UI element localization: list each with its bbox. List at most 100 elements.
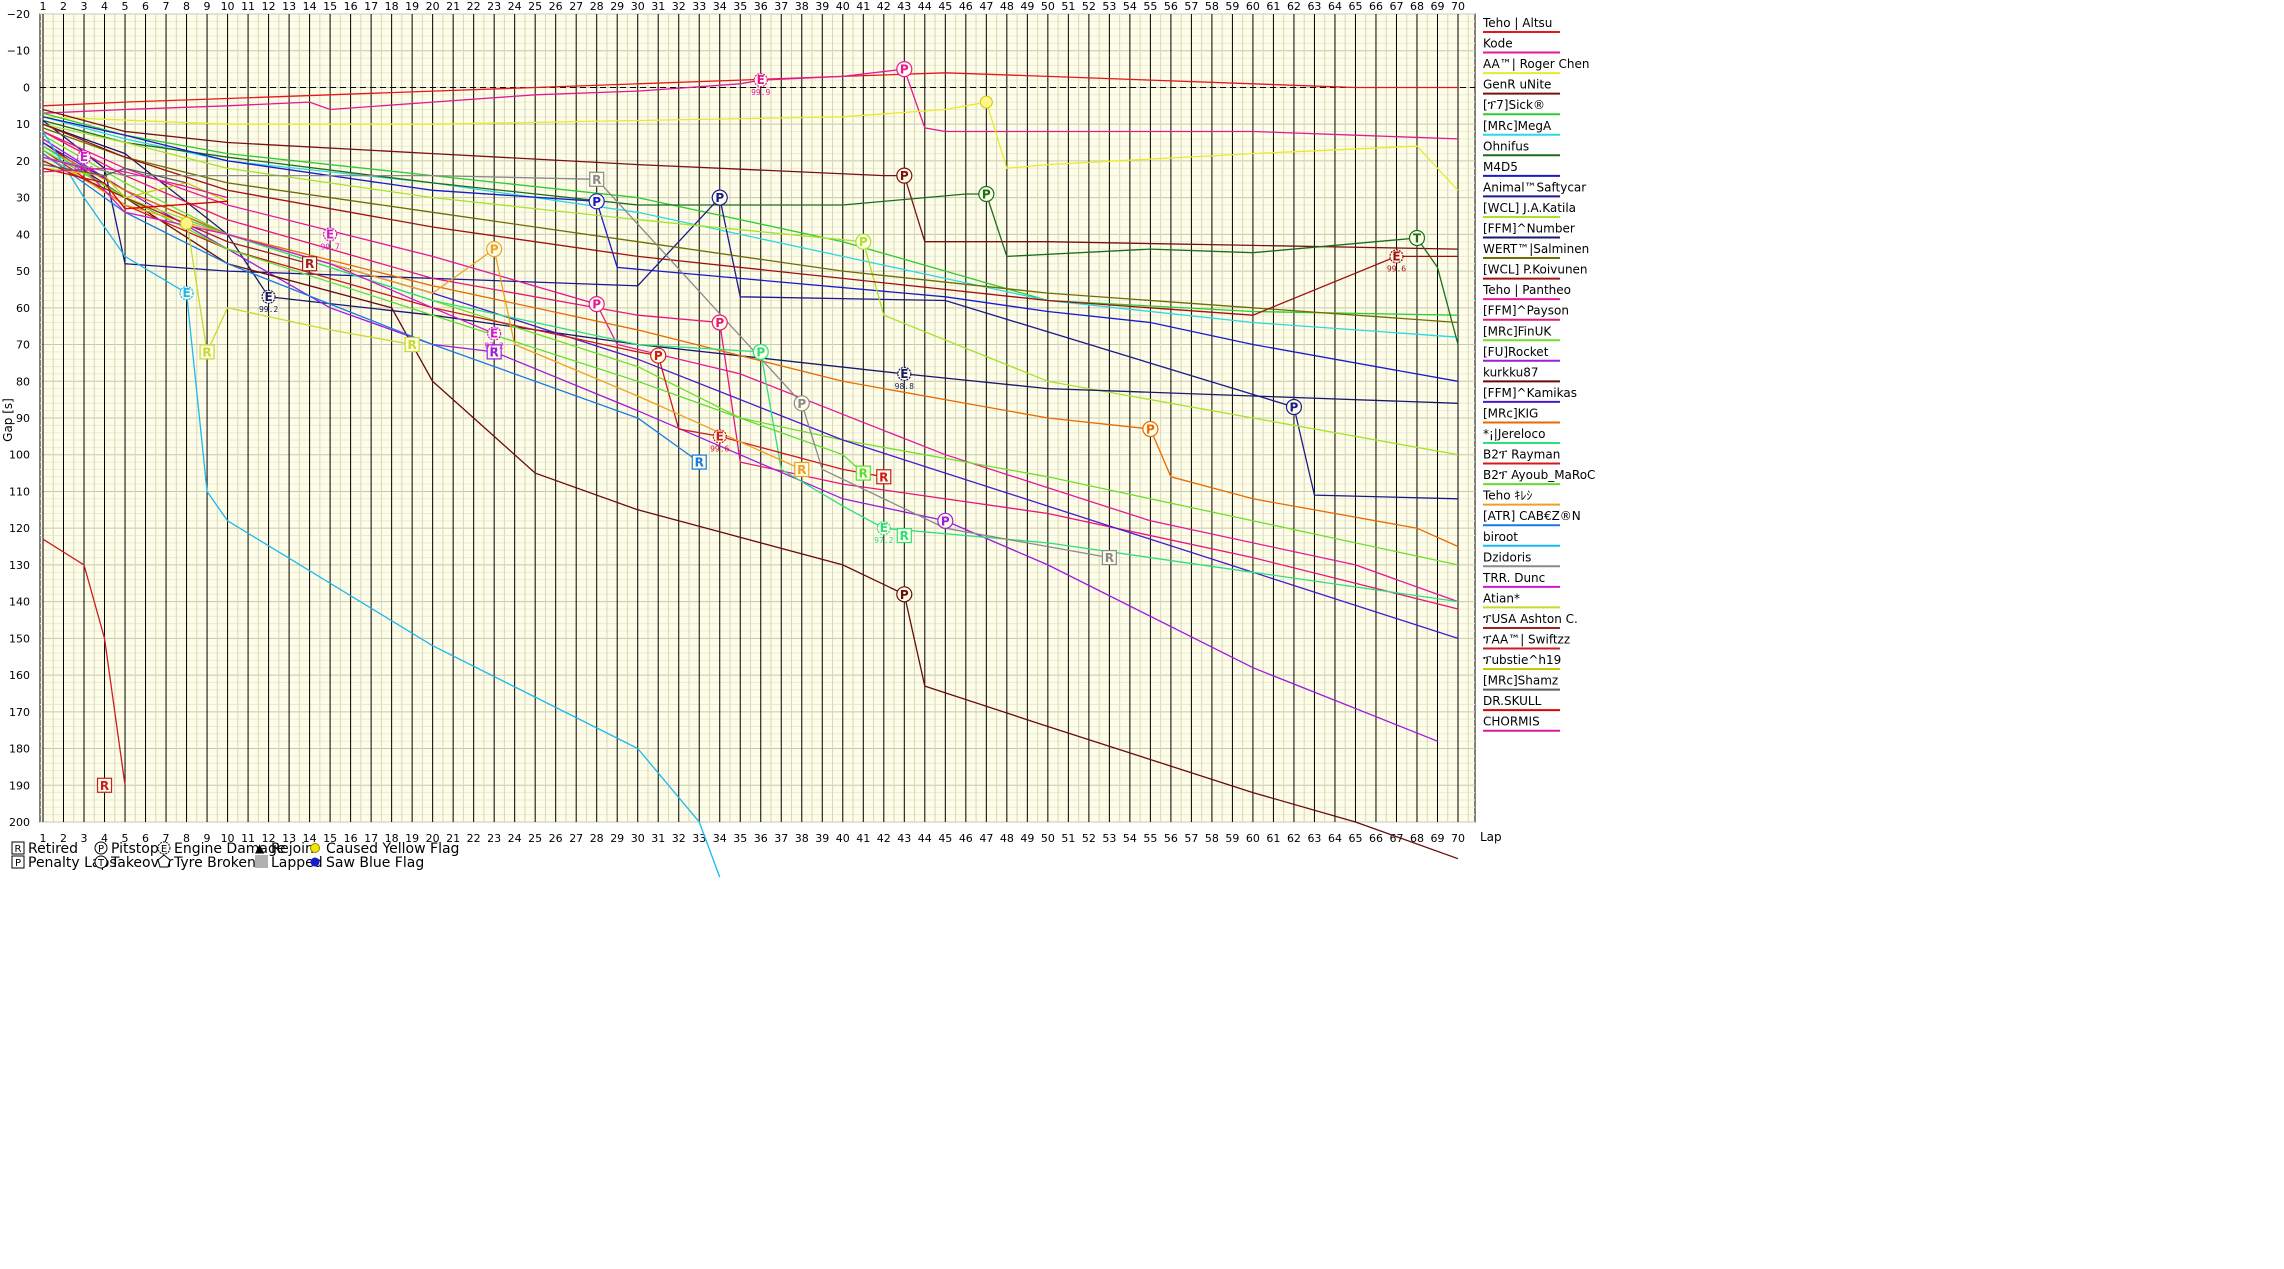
- x-tick-label: 24: [508, 832, 522, 845]
- x-tick-label: 65: [1348, 832, 1362, 845]
- key-symbol: P: [98, 844, 104, 855]
- legend-entry: Teho | Pantheo: [1482, 283, 1571, 297]
- pitstop-marker: [486, 240, 503, 258]
- x-tick-label: 47: [979, 832, 993, 845]
- series-line: [42, 119, 1459, 345]
- x-tick-label: 30: [631, 0, 645, 13]
- legend-entry: [ATR] CAB€Z®N: [1483, 509, 1581, 523]
- legend-entry: GenR uNite: [1483, 78, 1551, 92]
- x-tick-label: 10: [221, 832, 235, 845]
- pitstop-marker: [1142, 420, 1159, 438]
- x-tick-label: 66: [1369, 832, 1383, 845]
- series-line: [42, 141, 1459, 860]
- x-tick-label: 24: [508, 0, 522, 13]
- x-tick-label: 4: [101, 0, 108, 13]
- x-tick-label: 49: [1020, 0, 1034, 13]
- engine-damage-value: 99.9: [751, 88, 770, 97]
- x-tick-label: 2: [60, 0, 67, 13]
- series-line: [42, 101, 1459, 191]
- series-line: [42, 153, 700, 463]
- marker-label: E: [757, 73, 765, 87]
- x-tick-label: 5: [122, 832, 129, 845]
- engine-damage-value: 99.2: [259, 305, 278, 314]
- marker-label: P: [592, 195, 601, 209]
- marker-label: P: [1146, 423, 1155, 437]
- x-tick-label: 15: [323, 0, 337, 13]
- retired-marker-label: R: [408, 338, 417, 352]
- pitstop-marker: [978, 185, 995, 203]
- marker-label: P: [654, 349, 663, 363]
- retired-marker: [896, 527, 912, 544]
- legend-entry: [ፕ7]Sick®: [1483, 98, 1545, 112]
- y-tick-label: 10: [16, 118, 30, 131]
- x-tick-label: 23: [487, 0, 501, 13]
- legend-entry: B2ፕ Rayman: [1483, 448, 1560, 462]
- x-tick-label: 36: [754, 0, 768, 13]
- x-tick-label: 43: [897, 0, 911, 13]
- x-tick-label: 16: [344, 0, 358, 13]
- x-tick-label: 5: [122, 0, 129, 13]
- marker-label: P: [859, 235, 868, 249]
- retired-marker: [691, 454, 707, 470]
- retired-marker: [486, 344, 502, 360]
- yellow-flag-marker: [180, 216, 194, 230]
- series-line: [42, 116, 1459, 338]
- engine-damage-value: 99.7: [320, 242, 339, 251]
- x-tick-label: 56: [1164, 0, 1178, 13]
- x-tick-label: 4: [101, 832, 108, 845]
- x-tick-label: 27: [569, 0, 583, 13]
- x-tick-label: 22: [467, 0, 481, 13]
- marker-label: E: [716, 429, 724, 443]
- x-tick-label: 69: [1430, 0, 1444, 13]
- x-tick-label: 1: [40, 0, 47, 13]
- yellow-flag-marker: [979, 95, 993, 109]
- x-tick-label: 8: [183, 832, 190, 845]
- y-tick-label: 170: [9, 706, 30, 719]
- marker-label: P: [756, 345, 765, 359]
- marker-label: E: [80, 150, 88, 164]
- key-circle-icon: [94, 841, 108, 855]
- retired-marker: [199, 344, 215, 360]
- x-tick-label: 20: [426, 0, 440, 13]
- x-tick-label: 8: [183, 0, 190, 13]
- legend-entry: [FFM]^Kamikas: [1483, 386, 1577, 400]
- x-tick-label: 64: [1328, 832, 1342, 845]
- x-tick-label: 28: [590, 0, 604, 13]
- key-label: Tyre Broken: [173, 855, 256, 871]
- series-line: [42, 116, 1459, 382]
- retired-marker-label: R: [1105, 551, 1114, 565]
- x-tick-label: 54: [1123, 0, 1137, 13]
- x-tick-label: 14: [303, 0, 317, 13]
- x-tick-label: 32: [672, 832, 686, 845]
- marker-label: P: [715, 191, 724, 205]
- y-tick-label: 80: [16, 375, 30, 388]
- x-tick-label: 58: [1205, 832, 1219, 845]
- engine-damage-marker: [487, 326, 502, 341]
- marker-label: P: [941, 514, 950, 528]
- x-tick-label: 28: [590, 832, 604, 845]
- key-label: Engine Damage: [174, 841, 286, 857]
- key-label: Pitstop: [111, 841, 159, 857]
- x-tick-label: 1: [40, 832, 47, 845]
- y-tick-label: 60: [16, 302, 30, 315]
- marker-label: E: [1392, 249, 1400, 263]
- key-label: Retired: [28, 841, 78, 857]
- x-tick-label: 31: [651, 0, 665, 13]
- engine-damage-value: 99.6: [1387, 264, 1406, 273]
- x-tick-label: 26: [549, 832, 563, 845]
- x-tick-label: 19: [405, 0, 419, 13]
- series-line: [42, 153, 803, 470]
- key-label: Caused Yellow Flag: [326, 841, 459, 857]
- yellow-flag-icon: [310, 843, 320, 853]
- x-tick-label: 30: [631, 832, 645, 845]
- series-line: [42, 160, 310, 265]
- x-tick-label: 37: [774, 0, 788, 13]
- x-tick-label: 62: [1287, 0, 1301, 13]
- x-tick-labels-bottom: 1 2 3 4 5 6 7 8 9 10 11 12 13 14 15 16 17 18 19 20 21 22 23 24 2…: [40, 832, 1466, 845]
- series-line: [42, 108, 1459, 250]
- x-tick-label: 17: [364, 0, 378, 13]
- marker-label: P: [982, 187, 991, 201]
- legend: Teho | Altsu Kode AA™| Roger Chen GenR uNit…: [1482, 16, 1595, 732]
- x-tick-label: 66: [1369, 0, 1383, 13]
